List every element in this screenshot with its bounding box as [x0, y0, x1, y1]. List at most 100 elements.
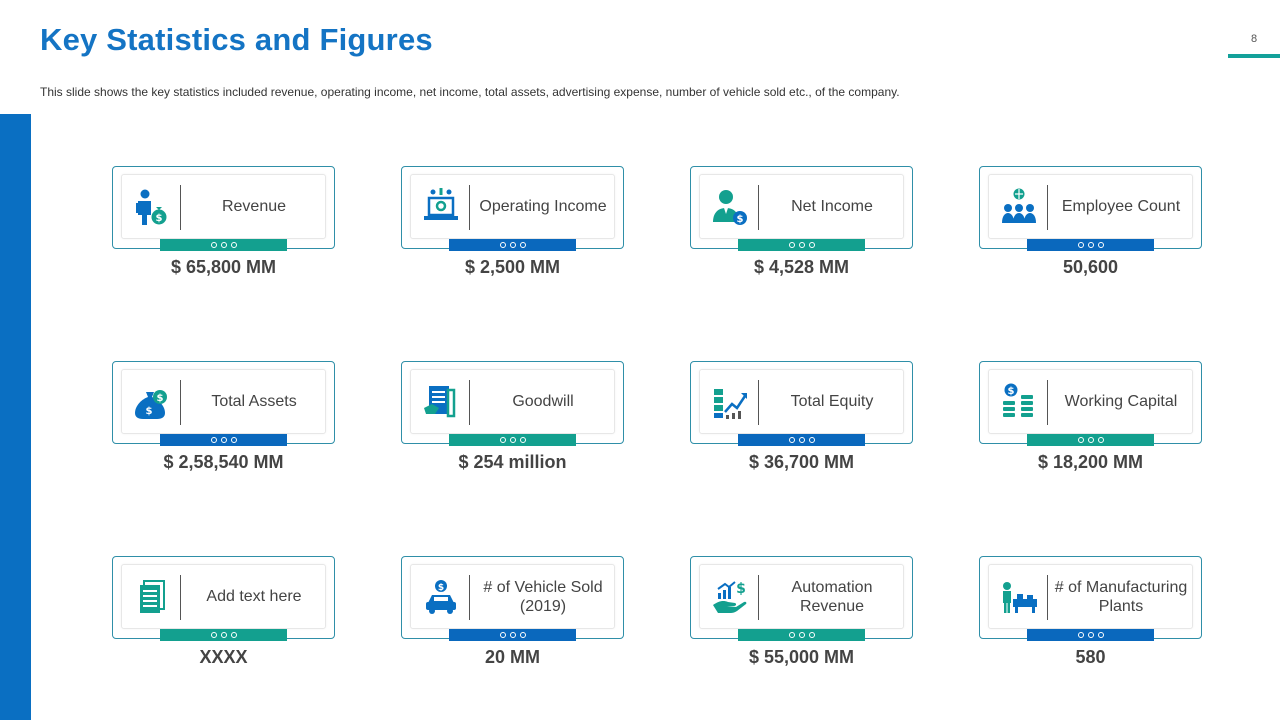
stat-card-inner: $ $ Total Assets — [121, 369, 326, 434]
page-title: Key Statistics and Figures — [40, 22, 433, 57]
tab-dot — [499, 437, 506, 443]
tab-dot — [509, 437, 516, 443]
tab-dot — [509, 242, 516, 248]
page-number: 8 — [1250, 33, 1258, 45]
card-tab — [1027, 239, 1154, 251]
stat-card-goodwill: Goodwill — [401, 361, 624, 446]
tab-dot — [1097, 242, 1104, 248]
stat-value-add-text-here: XXXX — [199, 647, 248, 667]
card-tab — [738, 239, 865, 251]
stat-card-inner: Operating Income — [410, 174, 615, 239]
stat-card-inner: Employee Count — [988, 174, 1193, 239]
stat-value-employee-count: 50,600 — [1062, 257, 1119, 277]
stat-value-working-capital: $ 18,200 MM — [1037, 452, 1144, 472]
stat-label: # of Manufacturing Plants — [1054, 578, 1188, 615]
stat-card-inner: $ # of Vehicle Sold (2019) — [410, 564, 615, 629]
card-tab — [449, 434, 576, 446]
card-divider — [1047, 185, 1048, 230]
card-tab — [1027, 434, 1154, 446]
factory-worker-icon — [999, 577, 1039, 617]
stat-value-net-income: $ 4,528 MM — [753, 257, 850, 277]
team-globe-icon — [999, 187, 1039, 227]
stat-label: Working Capital — [1064, 393, 1178, 410]
stat-label: Employee Count — [1061, 198, 1181, 215]
card-tab — [160, 239, 287, 251]
tab-dot — [1087, 437, 1094, 443]
stat-label: Add text here — [206, 588, 302, 605]
stat-label: Goodwill — [512, 393, 574, 410]
tab-dot — [798, 437, 805, 443]
stat-card-inner: Goodwill — [410, 369, 615, 434]
card-divider — [1047, 575, 1048, 620]
stat-card-inner: Add text here — [121, 564, 326, 629]
slide-description: This slide shows the key statistics incl… — [40, 85, 900, 99]
tab-dot — [230, 632, 237, 638]
card-tab — [160, 434, 287, 446]
tab-dot — [1077, 437, 1084, 443]
tab-dot — [519, 437, 526, 443]
card-tab — [160, 629, 287, 641]
stat-card-inner: $ Working Capital — [988, 369, 1193, 434]
tab-dot — [1087, 242, 1094, 248]
tab-dot — [788, 242, 795, 248]
stat-card-inner: $ Revenue — [121, 174, 326, 239]
card-divider — [469, 575, 470, 620]
stat-value-of-manufacturing-plants: 580 — [1075, 647, 1106, 667]
stat-card-of-manufacturing-plants: # of Manufacturing Plants — [979, 556, 1202, 641]
stat-card-inner: $ Automation Revenue — [699, 564, 904, 629]
tab-dot — [230, 437, 237, 443]
document-handshake-icon — [421, 382, 461, 422]
stat-label: Net Income — [791, 198, 873, 215]
stat-value-revenue: $ 65,800 MM — [170, 257, 277, 277]
coin-stack-icon: $ — [999, 382, 1039, 422]
tab-dot — [808, 632, 815, 638]
stat-card-inner: Total Equity — [699, 369, 904, 434]
tab-dot — [519, 242, 526, 248]
tab-dot — [230, 242, 237, 248]
document-list-icon — [132, 577, 172, 617]
growth-chart-icon — [710, 382, 750, 422]
tab-dot — [220, 437, 227, 443]
tab-dot — [220, 632, 227, 638]
stat-card-inner: # of Manufacturing Plants — [988, 564, 1193, 629]
card-divider — [180, 380, 181, 425]
stat-card-working-capital: $ Working Capital — [979, 361, 1202, 446]
left-accent-bar — [0, 114, 31, 720]
money-bag-icon: $ $ — [132, 382, 172, 422]
svg-text:$: $ — [737, 214, 744, 225]
svg-text:$: $ — [157, 393, 164, 404]
laptop-gear-icon — [421, 187, 461, 227]
tab-dot — [788, 437, 795, 443]
stat-value-goodwill: $ 254 million — [458, 452, 567, 472]
hand-chart-dollar-icon: $ — [710, 577, 750, 617]
card-divider — [469, 380, 470, 425]
card-divider — [758, 185, 759, 230]
stat-card-inner: $ Net Income — [699, 174, 904, 239]
svg-text:$: $ — [736, 581, 746, 597]
tab-dot — [798, 242, 805, 248]
stat-card-net-income: $ Net Income — [690, 166, 913, 251]
tab-dot — [509, 632, 516, 638]
stat-label: Automation Revenue — [791, 578, 873, 615]
stat-value-total-equity: $ 36,700 MM — [748, 452, 855, 472]
page-number-underline — [1228, 54, 1280, 58]
stat-card-operating-income: Operating Income — [401, 166, 624, 251]
tab-dot — [798, 632, 805, 638]
card-divider — [1047, 380, 1048, 425]
card-divider — [758, 380, 759, 425]
stat-value-of-vehicle-sold-2019: 20 MM — [484, 647, 540, 667]
stat-label: Total Equity — [790, 393, 874, 410]
tab-dot — [210, 242, 217, 248]
person-money-bag-icon: $ — [132, 187, 172, 227]
svg-text:$: $ — [146, 406, 153, 417]
card-divider — [758, 575, 759, 620]
card-tab — [738, 434, 865, 446]
stat-label: # of Vehicle Sold (2019) — [483, 578, 603, 615]
stat-card-total-assets: $ $ Total Assets — [112, 361, 335, 446]
tab-dot — [808, 242, 815, 248]
tab-dot — [1087, 632, 1094, 638]
tab-dot — [220, 242, 227, 248]
tab-dot — [499, 242, 506, 248]
stat-card-employee-count: Employee Count — [979, 166, 1202, 251]
svg-text:$: $ — [156, 213, 163, 224]
